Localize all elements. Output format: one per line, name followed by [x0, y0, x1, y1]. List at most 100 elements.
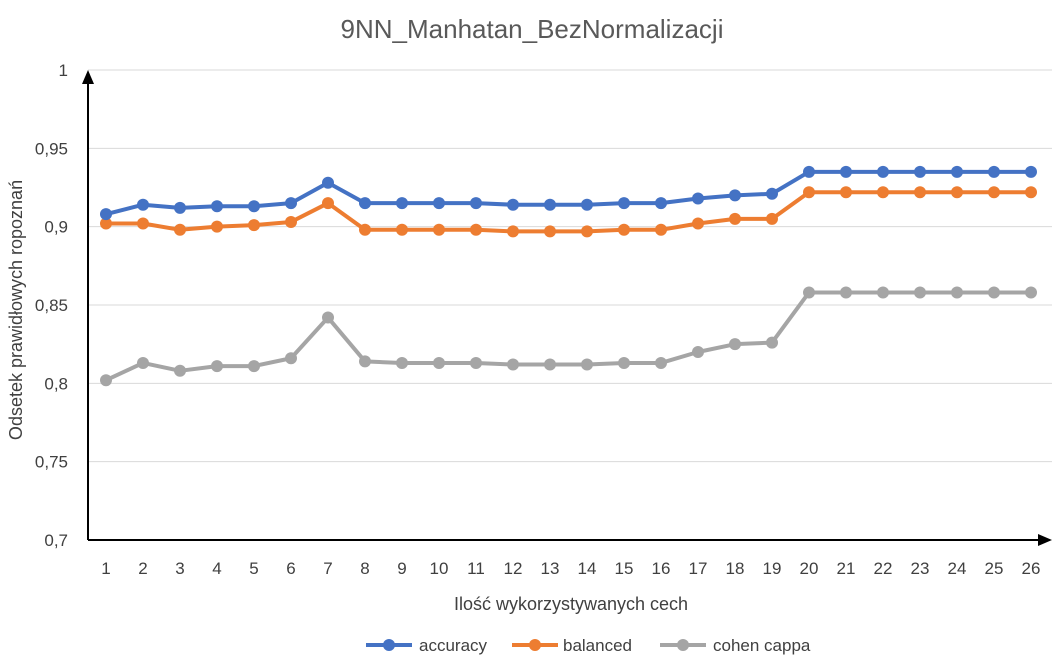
- x-tick-label: 17: [689, 559, 708, 578]
- y-tick-label: 0,8: [44, 374, 68, 393]
- data-point: [729, 212, 741, 225]
- data-point: [137, 356, 149, 369]
- legend-swatch-marker: [529, 639, 541, 651]
- data-point: [581, 358, 593, 371]
- y-tick-label: 0,7: [44, 531, 68, 550]
- data-point: [507, 225, 519, 238]
- legend: accuracy balanced cohen cappa: [366, 636, 811, 655]
- data-point: [470, 356, 482, 369]
- data-point: [433, 197, 445, 210]
- data-point: [174, 201, 186, 214]
- data-point: [692, 346, 704, 358]
- x-tick-label: 11: [467, 559, 485, 578]
- data-point: [840, 186, 852, 199]
- y-axis-label: Odsetek prawidłowych ropoznań: [6, 180, 26, 440]
- data-point: [988, 286, 1000, 299]
- data-point: [655, 223, 667, 236]
- data-point: [914, 186, 926, 199]
- x-tick-label: 6: [286, 559, 295, 578]
- data-point: [211, 200, 223, 213]
- data-point: [285, 352, 297, 365]
- data-point: [359, 223, 371, 236]
- x-tick-label: 25: [985, 559, 1004, 578]
- x-tick-label: 20: [800, 559, 819, 578]
- data-point: [951, 186, 963, 199]
- legend-swatch-marker: [383, 639, 395, 651]
- x-tick-label: 5: [249, 559, 258, 578]
- y-tick-labels: 0,7 0,75 0,8 0,85 0,9 0,95 1: [35, 61, 68, 550]
- y-axis-arrow: [82, 70, 94, 84]
- x-axis-label: Ilość wykorzystywanych cech: [454, 594, 688, 614]
- y-tick-label: 0,95: [35, 139, 68, 158]
- axes: [82, 70, 1052, 546]
- data-point: [803, 186, 815, 199]
- data-point: [211, 220, 223, 233]
- series-line: [105, 290, 1031, 383]
- x-tick-label: 26: [1022, 559, 1041, 578]
- data-point: [248, 219, 260, 232]
- data-point: [951, 286, 963, 299]
- x-axis-arrow: [1038, 534, 1052, 546]
- x-tick-label: 18: [726, 559, 745, 578]
- x-tick-label: 2: [138, 559, 147, 578]
- data-point: [618, 197, 630, 210]
- legend-label: cohen cappa: [713, 636, 811, 655]
- data-point: [433, 223, 445, 236]
- data-point: [618, 356, 630, 369]
- data-point: [359, 355, 371, 368]
- y-tick-label: 0,85: [35, 296, 68, 315]
- data-point: [285, 215, 297, 228]
- data-point: [581, 198, 593, 211]
- data-point: [766, 187, 778, 200]
- data-point: [544, 198, 556, 211]
- series-line: [105, 169, 1031, 217]
- y-tick-label: 0,9: [44, 218, 68, 237]
- x-tick-label: 4: [212, 559, 221, 578]
- data-point: [914, 286, 926, 299]
- series-balanced: [100, 186, 1037, 238]
- legend-item: cohen cappa: [660, 636, 811, 655]
- x-tick-label: 3: [175, 559, 184, 578]
- x-tick-label: 1: [101, 559, 110, 578]
- data-point: [248, 200, 260, 213]
- data-point: [322, 197, 334, 210]
- legend-item: balanced: [512, 636, 632, 655]
- data-point: [100, 374, 112, 387]
- x-tick-label: 19: [763, 559, 782, 578]
- data-point: [507, 198, 519, 211]
- data-point: [507, 358, 519, 371]
- data-point: [211, 360, 223, 373]
- legend-label: balanced: [563, 636, 632, 655]
- x-tick-label: 14: [578, 559, 597, 578]
- data-point: [1025, 286, 1037, 299]
- x-tick-label: 22: [874, 559, 893, 578]
- data-point: [396, 197, 408, 210]
- chart-title: 9NN_Manhatan_BezNormalizacji: [341, 14, 724, 44]
- data-point: [174, 223, 186, 236]
- series-line: [106, 190, 1031, 234]
- data-point: [692, 192, 704, 205]
- series-cohen-cappa: [100, 286, 1037, 387]
- data-point: [877, 186, 889, 199]
- x-tick-label: 24: [948, 559, 967, 578]
- legend-swatch-marker: [677, 639, 689, 651]
- data-point: [692, 217, 704, 230]
- data-point: [729, 189, 741, 202]
- data-point: [877, 165, 889, 178]
- data-point: [396, 356, 408, 369]
- data-point: [137, 198, 149, 211]
- data-point: [988, 186, 1000, 199]
- y-tick-label: 0,75: [35, 453, 68, 472]
- x-tick-label: 23: [911, 559, 930, 578]
- x-tick-label: 8: [360, 559, 369, 578]
- series-accuracy: [100, 165, 1037, 221]
- data-point: [285, 197, 297, 210]
- data-point: [137, 217, 149, 230]
- series-lines: [100, 165, 1037, 387]
- data-point: [655, 356, 667, 369]
- data-point: [803, 165, 815, 178]
- x-tick-label: 12: [504, 559, 523, 578]
- data-point: [100, 217, 112, 230]
- data-point: [581, 225, 593, 238]
